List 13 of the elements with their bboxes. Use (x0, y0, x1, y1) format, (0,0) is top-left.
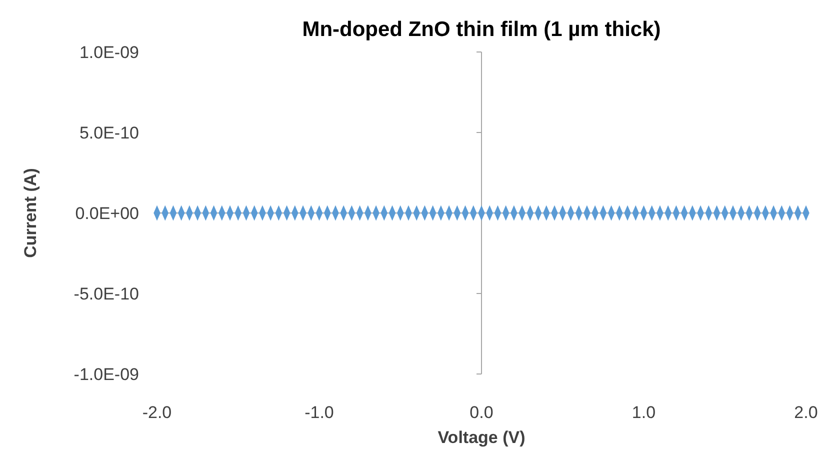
x-tick-label: -1.0 (304, 403, 334, 422)
chart-title: Mn-doped ZnO thin film (1 µm thick) (302, 18, 661, 41)
y-tick-label: -5.0E-10 (74, 284, 139, 304)
y-axis-title: Current (A) (21, 168, 40, 258)
x-tick-label: 0.0 (470, 403, 494, 422)
y-tick-label: 0.0E+00 (75, 204, 139, 223)
y-tick-label: 5.0E-10 (79, 123, 139, 142)
y-tick-label: 1.0E-09 (79, 42, 139, 62)
x-tick-label: 2.0 (794, 403, 818, 422)
x-axis-title: Voltage (V) (438, 428, 526, 447)
x-tick-label: 1.0 (632, 403, 656, 422)
y-tick-label: -1.0E-09 (74, 364, 139, 384)
x-tick-label: -2.0 (142, 403, 172, 422)
